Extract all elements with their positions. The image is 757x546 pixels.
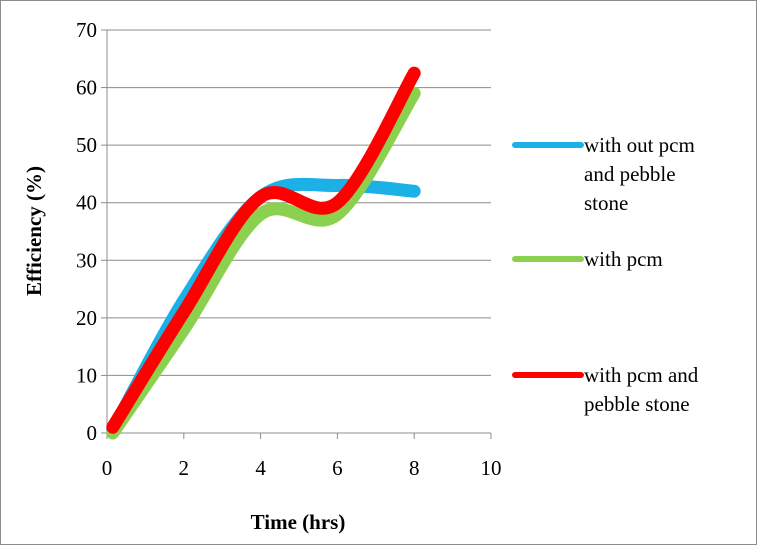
- y-tick-label-30: 30: [76, 248, 97, 272]
- y-tick-label-10: 10: [76, 363, 97, 387]
- y-tick-label-20: 20: [76, 306, 97, 330]
- y-axis-title: Efficiency (%): [22, 166, 46, 296]
- x-axis-title: Time (hrs): [251, 510, 346, 534]
- x-tick-label-0: 0: [102, 456, 113, 480]
- y-tick-label-40: 40: [76, 191, 97, 215]
- series-lines: [113, 73, 415, 433]
- y-tick-label-0: 0: [87, 421, 98, 445]
- legend-label-with-out-pcm-and-pebble-stone-line-1: with out pcm: [584, 133, 695, 157]
- legend-label-with-pcm-and-pebble-stone-line-1: with pcm and: [584, 363, 699, 387]
- axes: [101, 30, 491, 439]
- x-tick-label-6: 6: [332, 456, 343, 480]
- x-tick-label-4: 4: [255, 456, 266, 480]
- y-tick-label-70: 70: [76, 18, 97, 42]
- legend-label-with-out-pcm-and-pebble-stone-line-3: stone: [584, 191, 628, 215]
- series-line-with-pcm: [113, 93, 414, 433]
- y-tick-label-50: 50: [76, 133, 97, 157]
- legend-label-with-pcm-and-pebble-stone-line-2: pebble stone: [584, 392, 690, 416]
- legend: with out pcm and pebble stone with pcm with …: [515, 133, 699, 416]
- legend-label-with-pcm-line-1: with pcm: [584, 247, 663, 271]
- x-tick-label-10: 10: [481, 456, 502, 480]
- legend-label-with-out-pcm-and-pebble-stone-line-2: and pebble: [584, 162, 676, 186]
- series-line-with-out-pcm-and-pebble-stone: [113, 184, 414, 430]
- x-tick-label-8: 8: [409, 456, 420, 480]
- x-tick-label-2: 2: [179, 456, 190, 480]
- y-tick-label-60: 60: [76, 76, 97, 100]
